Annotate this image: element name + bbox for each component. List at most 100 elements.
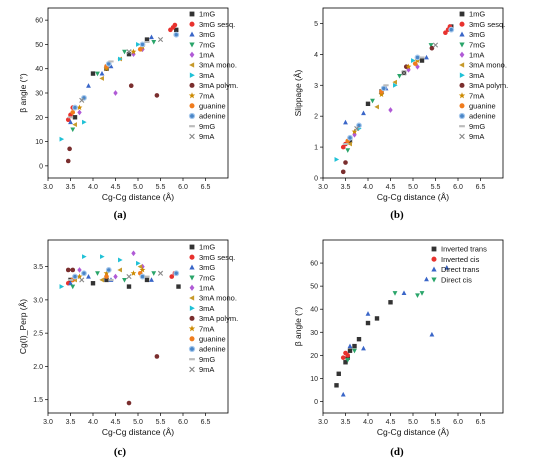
data-point — [151, 40, 157, 45]
data-point — [340, 355, 346, 360]
legend-marker — [189, 254, 195, 260]
data-point — [137, 264, 143, 270]
y-tick-label: 40 — [310, 307, 318, 314]
x-tick-label: 4.5 — [111, 419, 121, 426]
legend-label: 7mG — [199, 273, 215, 282]
chart-panel-1: 3.0 3.5 4.0 4.5 5.0 5.5 6.0 6.5 0 10 20 30 40 50 60 Cg-… — [18, 7, 238, 221]
data-point — [334, 157, 340, 162]
legend-label: 1mG — [199, 10, 215, 19]
data-point — [424, 276, 429, 282]
data-point — [173, 270, 180, 277]
data-point — [169, 274, 175, 279]
chart-panel-2: 3.0 3.5 4.0 4.5 5.0 5.5 6.0 6.5 0 1 2 3 4 5 Cg-Cg dist… — [293, 7, 508, 221]
legend-label: Inverted trans — [441, 245, 487, 254]
data-point — [131, 250, 136, 257]
data-point — [154, 93, 160, 98]
data-point — [144, 275, 150, 278]
data-point — [144, 41, 150, 43]
legend-marker — [189, 82, 195, 88]
y-tick-label: 20 — [35, 115, 43, 122]
x-axis-label: Cg-Cg distance (Å) — [377, 192, 449, 202]
data-point — [172, 22, 178, 28]
y-tick-label: 2 — [314, 114, 318, 121]
legend-marker — [459, 82, 465, 88]
data-point — [405, 63, 412, 70]
legend-marker — [431, 246, 437, 252]
legend-label: 1mA — [199, 51, 214, 60]
data-point — [105, 267, 112, 273]
x-tick-label: 3.0 — [43, 419, 53, 426]
legend-label: 1mA — [199, 284, 214, 293]
data-point — [429, 331, 435, 337]
data-point — [77, 109, 82, 116]
x-tick-label: 6.5 — [201, 184, 211, 191]
data-point — [351, 128, 358, 135]
legend-label: 9mA — [199, 132, 214, 141]
legend-marker — [189, 275, 195, 281]
data-point — [117, 267, 122, 273]
data-point — [140, 263, 145, 270]
x-tick-label: 4.0 — [363, 419, 373, 426]
y-tick-label: 3.0 — [33, 297, 43, 304]
data-point — [347, 343, 353, 349]
legend-label: guanine — [469, 102, 496, 111]
data-point — [65, 267, 71, 273]
data-point — [59, 284, 65, 289]
legend-marker — [189, 31, 195, 37]
data-point — [149, 277, 154, 282]
data-point — [356, 122, 362, 129]
legend-marker — [189, 336, 195, 342]
data-point — [340, 391, 346, 397]
data-point — [118, 56, 123, 62]
data-point — [65, 158, 71, 164]
legend-label: 9mG — [199, 122, 215, 131]
data-point — [86, 273, 91, 279]
legend-marker — [189, 295, 195, 301]
y-tick-label: 20 — [310, 353, 318, 360]
legend-marker — [458, 112, 466, 120]
data-point — [104, 277, 109, 283]
legend-marker — [188, 345, 196, 353]
data-point — [81, 270, 87, 277]
y-tick-label: 3.5 — [33, 264, 43, 271]
legend-marker — [459, 11, 465, 17]
y-tick-label: 40 — [35, 66, 43, 73]
data-point — [136, 42, 141, 47]
data-point — [401, 290, 407, 296]
y-tick-label: 10 — [310, 376, 318, 383]
data-point — [139, 41, 146, 48]
legend-marker — [459, 62, 465, 68]
data-point — [347, 348, 353, 353]
legend-label: 3mA polym. — [199, 314, 238, 323]
data-point — [354, 125, 360, 132]
legend-label: 3mG — [199, 30, 215, 39]
data-point — [99, 70, 105, 76]
legend-label: 9mA — [469, 132, 484, 141]
data-point — [352, 131, 357, 138]
data-point — [126, 284, 132, 289]
chart-panel-3: 3.0 3.5 4.0 4.5 5.0 5.5 6.0 6.5 1.5 2.0 2.5 3.0 3.5 C… — [18, 239, 238, 458]
legend-marker — [189, 315, 195, 321]
data-point — [144, 37, 150, 42]
data-point — [415, 293, 420, 298]
y-tick-label: 1.5 — [33, 397, 43, 404]
legend-label: 3mG sesq. — [469, 20, 505, 29]
data-point — [99, 277, 104, 283]
x-tick-label: 6.0 — [178, 419, 188, 426]
data-point — [95, 71, 100, 77]
data-point — [72, 115, 78, 120]
data-point — [86, 83, 91, 88]
panel-label: (d) — [390, 446, 404, 458]
data-point — [393, 82, 398, 88]
data-point — [343, 119, 348, 125]
data-point — [126, 51, 132, 57]
x-tick-label: 6.0 — [453, 419, 463, 426]
y-axis-label: Slippage (Å) — [293, 69, 303, 116]
data-point — [343, 360, 348, 365]
data-point — [342, 143, 349, 145]
legend-marker — [189, 42, 195, 48]
y-tick-label: 4 — [314, 52, 318, 59]
legend-label: guanine — [199, 335, 226, 344]
